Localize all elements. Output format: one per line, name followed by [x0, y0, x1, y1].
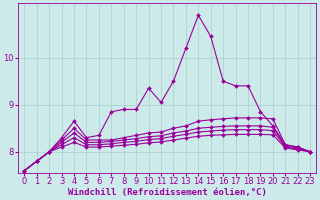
X-axis label: Windchill (Refroidissement éolien,°C): Windchill (Refroidissement éolien,°C)	[68, 188, 267, 197]
